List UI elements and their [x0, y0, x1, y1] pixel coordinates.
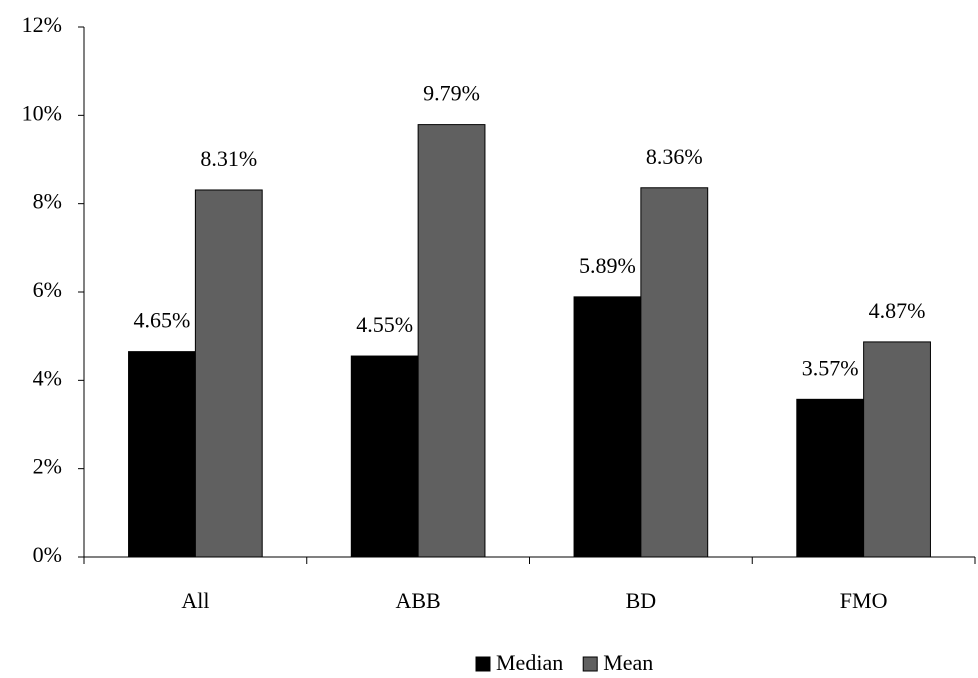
y-tick-label: 10%	[22, 100, 62, 125]
x-tick-label: FMO	[840, 588, 888, 613]
bar	[796, 398, 865, 558]
x-tick-label: BD	[626, 588, 657, 613]
value-label: 4.87%	[869, 298, 926, 323]
y-tick-label: 6%	[33, 277, 62, 302]
x-tick-label: ABB	[396, 588, 441, 613]
value-label: 3.57%	[802, 355, 859, 380]
bar	[640, 187, 709, 558]
value-label: 8.36%	[646, 144, 703, 169]
bar	[128, 351, 196, 558]
legend-label: Median	[496, 650, 563, 675]
bar	[194, 189, 263, 558]
y-tick-label: 0%	[33, 542, 62, 567]
value-label: 4.65%	[134, 308, 191, 333]
bar	[863, 341, 931, 558]
y-tick-label: 2%	[33, 454, 62, 479]
x-tick-label: All	[181, 588, 209, 613]
y-tick-label: 4%	[33, 365, 62, 390]
legend-swatch	[582, 656, 598, 672]
value-label: 4.55%	[356, 312, 413, 337]
y-tick-label: 12%	[22, 12, 62, 37]
bar	[350, 355, 419, 558]
bar	[573, 296, 642, 558]
bar	[417, 124, 486, 558]
legend-swatch	[475, 656, 491, 672]
value-label: 8.31%	[200, 146, 257, 171]
value-label: 9.79%	[423, 81, 480, 106]
legend-label: Mean	[603, 650, 653, 675]
y-tick-label: 8%	[33, 189, 62, 214]
value-label: 5.89%	[579, 253, 636, 278]
